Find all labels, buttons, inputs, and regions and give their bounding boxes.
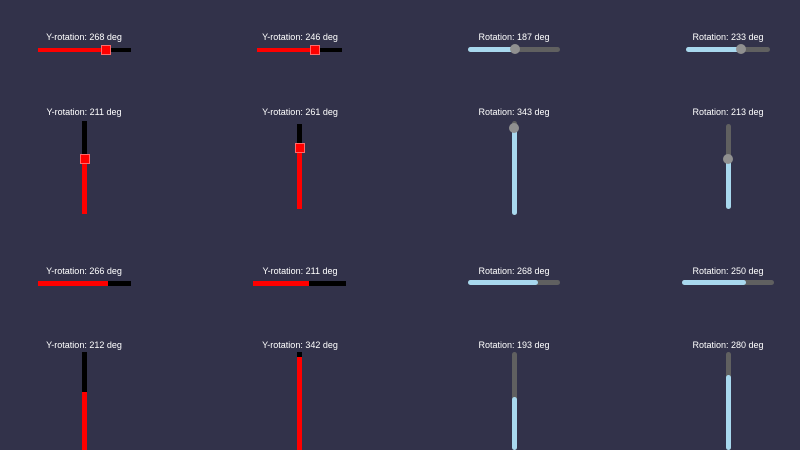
slider-cell-6: Y-rotation: 261 deg bbox=[220, 107, 380, 217]
slider-thumb[interactable] bbox=[723, 154, 733, 164]
slider-label: Y-rotation: 246 deg bbox=[262, 32, 338, 42]
slider-label: Rotation: 233 deg bbox=[692, 32, 764, 42]
slider-fill bbox=[468, 47, 516, 52]
slider-thumb[interactable] bbox=[295, 143, 305, 153]
slider-fill bbox=[686, 47, 741, 52]
slider-label: Y-rotation: 266 deg bbox=[46, 266, 122, 276]
progress-fill bbox=[38, 281, 108, 286]
slider-label: Rotation: 268 deg bbox=[478, 266, 550, 276]
slider-thumb[interactable] bbox=[736, 44, 746, 54]
progress-fill bbox=[297, 357, 302, 450]
slider-cell-15: Rotation: 193 deg bbox=[434, 340, 594, 450]
slider-cell-14: Y-rotation: 342 deg bbox=[220, 340, 380, 450]
slider-label: Rotation: 193 deg bbox=[478, 340, 550, 350]
slider-thumb[interactable] bbox=[101, 45, 111, 55]
progress-fill bbox=[512, 397, 517, 450]
slider-fill bbox=[297, 148, 302, 209]
slider-cell-7: Rotation: 343 deg bbox=[434, 107, 594, 217]
progress-fill bbox=[253, 281, 309, 286]
slider-label: Rotation: 343 deg bbox=[478, 107, 550, 117]
slider-fill bbox=[512, 127, 517, 215]
slider-thumb[interactable] bbox=[80, 154, 90, 164]
slider-fill bbox=[38, 48, 105, 52]
progress-fill bbox=[726, 375, 731, 450]
slider-label: Y-rotation: 261 deg bbox=[262, 107, 338, 117]
slider-label: Y-rotation: 211 deg bbox=[46, 107, 122, 117]
slider-label: Rotation: 280 deg bbox=[692, 340, 764, 350]
slider-thumb[interactable] bbox=[510, 44, 520, 54]
slider-cell-4: Rotation: 233 deg bbox=[648, 32, 800, 56]
progress-fill bbox=[82, 392, 87, 450]
slider-cell-3: Rotation: 187 deg bbox=[434, 32, 594, 56]
slider-cell-2: Y-rotation: 246 deg bbox=[220, 32, 380, 56]
slider-label: Rotation: 250 deg bbox=[692, 266, 764, 276]
slider-label: Y-rotation: 268 deg bbox=[46, 32, 122, 42]
slider-fill bbox=[257, 48, 315, 52]
slider-fill bbox=[726, 159, 731, 209]
slider-thumb[interactable] bbox=[310, 45, 320, 55]
slider-cell-1: Y-rotation: 268 deg bbox=[4, 32, 164, 56]
slider-label: Y-rotation: 212 deg bbox=[46, 340, 122, 350]
slider-label: Rotation: 213 deg bbox=[692, 107, 764, 117]
slider-cell-8: Rotation: 213 deg bbox=[648, 107, 800, 217]
slider-label: Y-rotation: 211 deg bbox=[262, 266, 338, 276]
slider-cell-11: Rotation: 268 deg bbox=[434, 266, 594, 290]
progress-fill bbox=[682, 280, 746, 285]
progress-fill bbox=[468, 280, 538, 285]
slider-fill bbox=[82, 159, 87, 214]
slider-thumb[interactable] bbox=[509, 123, 519, 133]
slider-cell-12: Rotation: 250 deg bbox=[648, 266, 800, 290]
slider-label: Y-rotation: 342 deg bbox=[262, 340, 338, 350]
slider-label: Rotation: 187 deg bbox=[478, 32, 550, 42]
slider-cell-10: Y-rotation: 211 deg bbox=[220, 266, 380, 290]
slider-cell-16: Rotation: 280 deg bbox=[648, 340, 800, 450]
slider-cell-13: Y-rotation: 212 deg bbox=[4, 340, 164, 450]
slider-cell-9: Y-rotation: 266 deg bbox=[4, 266, 164, 290]
slider-cell-5: Y-rotation: 211 deg bbox=[4, 107, 164, 217]
